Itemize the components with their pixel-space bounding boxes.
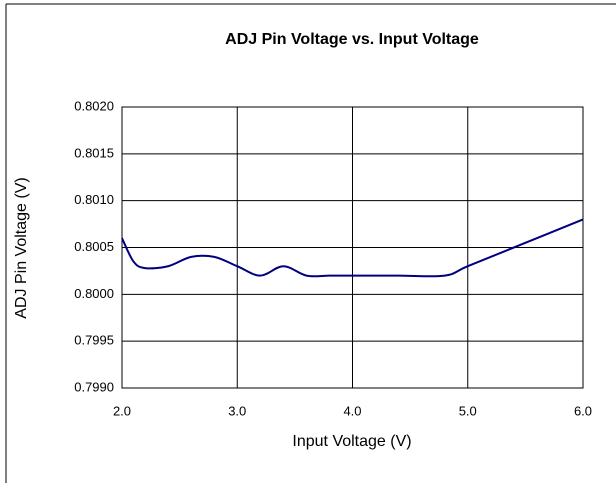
y-tick-label: 0.8005	[74, 239, 114, 254]
x-tick-label: 5.0	[459, 403, 477, 418]
x-tick-label: 4.0	[343, 403, 361, 418]
y-tick-label: 0.8015	[74, 145, 114, 160]
x-tick-label: 6.0	[574, 403, 592, 418]
x-tick-label: 3.0	[228, 403, 246, 418]
x-axis-label: Input Voltage (V)	[292, 433, 411, 450]
y-tick-label: 0.7990	[74, 379, 114, 394]
chart-title: ADJ Pin Voltage vs. Input Voltage	[225, 31, 479, 48]
y-tick-label: 0.7995	[74, 333, 114, 348]
data-line	[121, 218, 584, 278]
y-tick-label: 0.8000	[74, 286, 114, 301]
y-axis-label: ADJ Pin Voltage (V)	[13, 177, 30, 318]
y-tick-label: 0.8020	[74, 98, 114, 113]
y-tick-label: 0.8010	[74, 192, 114, 207]
x-tick-label: 2.0	[113, 403, 131, 418]
